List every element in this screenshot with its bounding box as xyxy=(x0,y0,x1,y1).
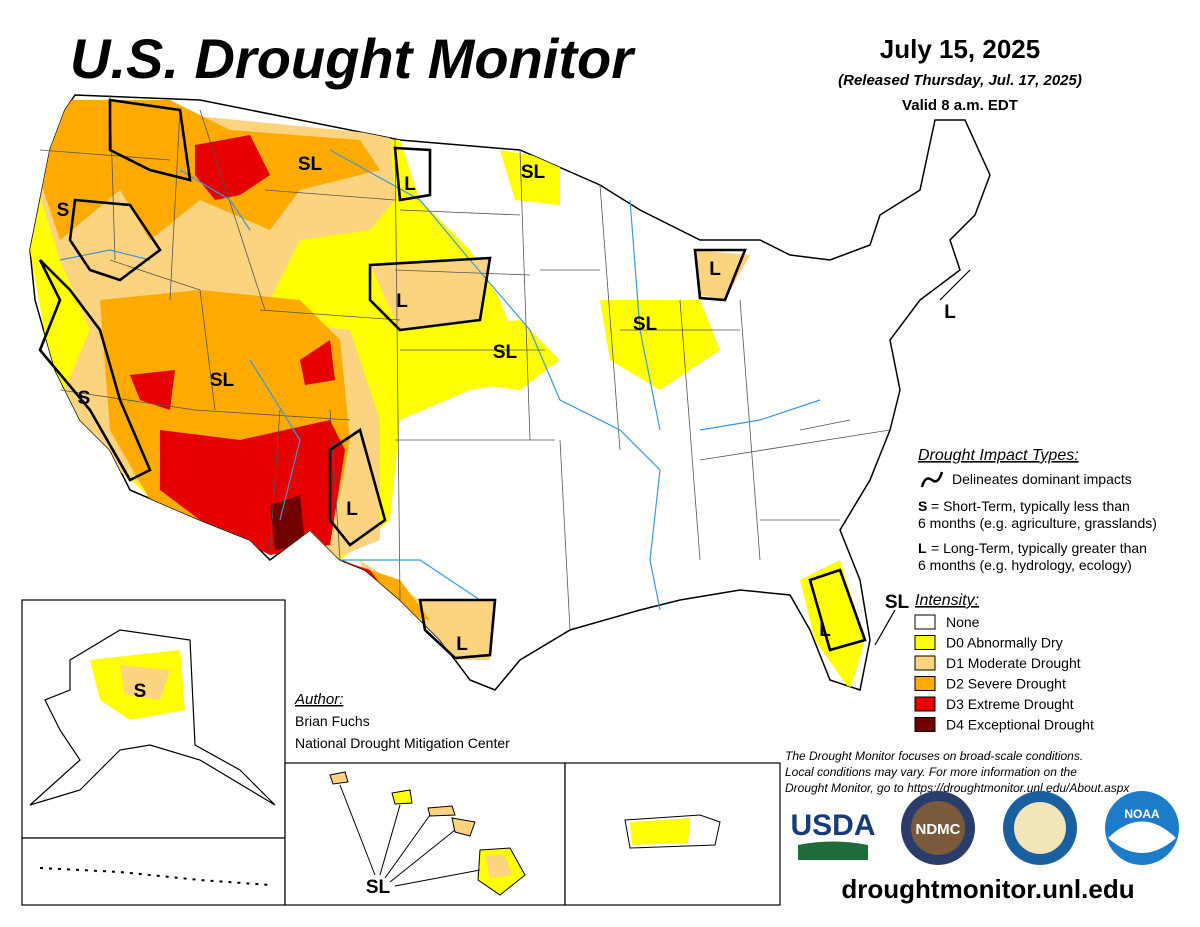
map-label: SL xyxy=(210,370,235,391)
legend-label: D4 Exceptional Drought xyxy=(946,717,1094,733)
map-label: S xyxy=(78,388,91,409)
legend-swatch xyxy=(914,717,936,732)
legend-swatch xyxy=(914,614,936,630)
map-label: L xyxy=(404,174,416,195)
d4-area xyxy=(270,495,305,550)
map-label: S xyxy=(57,200,70,221)
d0-area xyxy=(500,150,560,205)
impact-text: 6 months (e.g. agriculture, grasslands) xyxy=(918,515,1157,531)
map-label: SL xyxy=(521,162,546,183)
d1-area xyxy=(485,855,512,878)
d1-area xyxy=(370,258,490,330)
legend-label: None xyxy=(946,614,980,630)
map-label: SL xyxy=(633,314,658,335)
author-name: Brian Fuchs xyxy=(295,713,370,729)
d1-area xyxy=(695,250,750,300)
ndmc-logo: NDMC xyxy=(916,821,961,838)
impact-legend: Drought Impact Types: Delineates dominan… xyxy=(914,447,1157,733)
usda-logo: USDA xyxy=(790,809,875,842)
released: (Released Thursday, Jul. 17, 2025) xyxy=(838,72,1082,89)
url: droughtmonitor.unl.edu xyxy=(841,874,1134,904)
legend-label: D0 Abnormally Dry xyxy=(946,635,1063,651)
impact-code: L xyxy=(918,540,927,556)
valid: Valid 8 a.m. EDT xyxy=(902,97,1018,114)
d0-area xyxy=(630,818,690,845)
title: U.S. Drought Monitor xyxy=(70,27,636,90)
legend-swatch xyxy=(914,655,936,671)
d0-area xyxy=(420,320,560,390)
impact-lines xyxy=(38,98,971,660)
puerto-rico-inset xyxy=(564,762,781,906)
legend-swatch xyxy=(914,676,936,691)
alaska-inset: S xyxy=(21,599,286,906)
map-label: SL xyxy=(885,592,910,613)
impact-code: S xyxy=(918,498,927,514)
legend-swatch xyxy=(914,635,936,650)
impact-heading: Drought Impact Types: xyxy=(918,447,1079,464)
author-heading: Author: xyxy=(294,691,343,708)
date: July 15, 2025 xyxy=(880,34,1040,64)
map-label: L xyxy=(456,634,468,655)
logos: USDA NDMC NOAA xyxy=(790,791,1179,865)
state-lines xyxy=(39,94,891,631)
map-label: L xyxy=(396,291,408,312)
legend-swatch xyxy=(914,696,936,712)
map-label: L xyxy=(819,620,831,641)
d0-area xyxy=(600,300,720,390)
author-org: National Drought Mitigation Center xyxy=(295,735,510,751)
noaa-logo: NOAA xyxy=(1124,807,1160,821)
conus-map: SL L SL S L L SL SL S SL L L L L SL xyxy=(29,94,991,691)
d0-area xyxy=(391,789,413,805)
legend-label: D2 Severe Drought xyxy=(946,676,1066,692)
map-label: L xyxy=(944,302,956,323)
disclaimer: Local conditions may vary. For more info… xyxy=(785,765,1077,779)
disclaimer: The Drought Monitor focuses on broad-sca… xyxy=(785,749,1083,763)
d1-area xyxy=(427,805,456,817)
d1-area xyxy=(329,771,349,785)
impact-text: = Long-Term, typically greater than xyxy=(931,540,1147,556)
hawaii-inset: SL xyxy=(284,762,566,906)
d3-area xyxy=(300,340,335,385)
disclaimer: Drought Monitor, go to https://droughtmo… xyxy=(785,781,1130,795)
impact-text: 6 months (e.g. hydrology, ecology) xyxy=(918,557,1132,573)
impact-delineates: Delineates dominant impacts xyxy=(952,471,1132,487)
legend-label: D3 Extreme Drought xyxy=(946,696,1074,712)
map-labels: SL L SL S L L SL SL S SL L L L L SL xyxy=(57,154,957,655)
map-label: SL xyxy=(298,154,323,175)
map-label: L xyxy=(346,499,358,520)
map-label: SL xyxy=(366,877,391,898)
map-label: SL xyxy=(493,342,518,363)
d1-area xyxy=(451,817,476,837)
intensity-legend: None D0 Abnormally Dry D1 Moderate Drought… xyxy=(914,614,1094,733)
map-label: S xyxy=(134,681,147,702)
impact-text: = Short-Term, typically less than xyxy=(931,498,1130,514)
map-label: L xyxy=(709,259,721,280)
drought-areas xyxy=(30,100,865,690)
intensity-heading: Intensity: xyxy=(915,592,979,609)
d3-area xyxy=(130,370,175,410)
d1-area xyxy=(120,665,170,700)
legend-label: D1 Moderate Drought xyxy=(946,655,1081,671)
